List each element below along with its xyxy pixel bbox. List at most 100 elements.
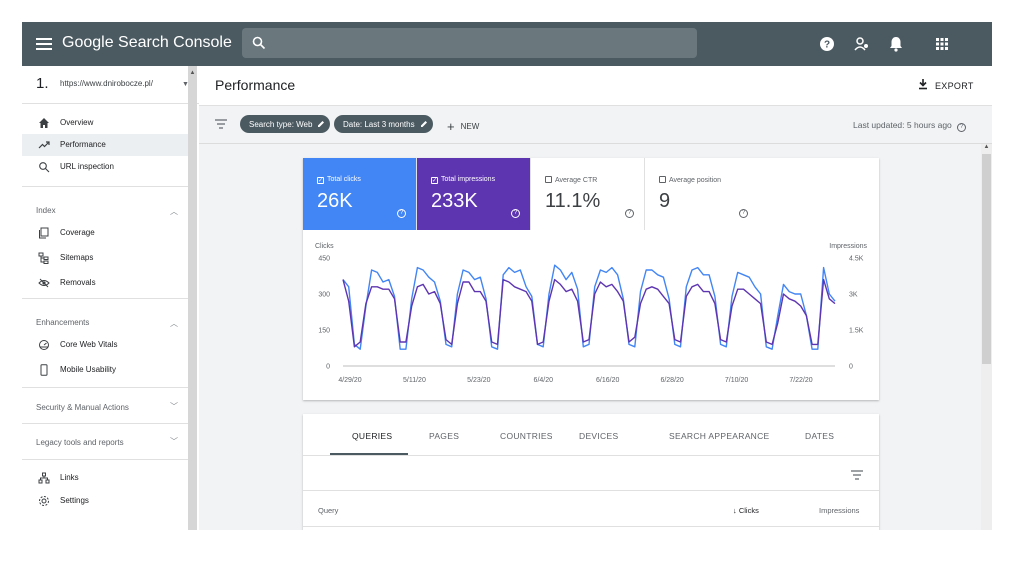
y-right-tick-label: 3K: [849, 292, 858, 299]
section-header-security[interactable]: Security & Manual Actions: [36, 403, 129, 412]
column-header-clicks[interactable]: ↓ Clicks: [733, 506, 759, 515]
metric-average-ctr[interactable]: Average CTR 11.1% ?: [531, 158, 645, 230]
active-tab-indicator: [330, 453, 408, 455]
phone-icon: [40, 364, 48, 376]
help-icon[interactable]: ?: [397, 209, 406, 218]
divider: [22, 459, 188, 460]
edit-icon: [318, 121, 325, 127]
sidebar-item-label: URL inspection: [60, 162, 114, 171]
bell-icon[interactable]: [886, 34, 906, 54]
y-right-tick-label: 1.5K: [849, 328, 864, 335]
section-header-legacy[interactable]: Legacy tools and reports: [36, 438, 124, 447]
tab-countries[interactable]: COUNTRIES: [500, 431, 553, 441]
scrollbar-thumb[interactable]: [982, 154, 991, 364]
y-left-tick-label: 300: [318, 292, 330, 299]
sidebar-item-performance[interactable]: Performance: [22, 134, 188, 156]
sidebar-item-label: Sitemaps: [60, 253, 94, 262]
apps-icon[interactable]: [932, 34, 952, 54]
help-icon[interactable]: ?: [957, 123, 967, 132]
coverage-icon: [39, 227, 49, 239]
divider: [22, 186, 188, 187]
performance-line-chart[interactable]: Clicks Impressions 450 4.5K 300 3K 150 1.5K 0 0…: [303, 230, 879, 400]
property-number: 1.: [36, 75, 49, 92]
sidebar: 1. https://www.dnirobocze.pl/ ▼ Overview…: [22, 66, 199, 530]
sidebar-item-url-inspection[interactable]: URL inspection: [22, 156, 188, 178]
data-table-card: QUERIES PAGES COUNTRIES DEVICES SEARCH A…: [303, 414, 879, 530]
menu-icon[interactable]: [36, 35, 52, 53]
tab-dates[interactable]: DATES: [805, 431, 835, 441]
checkbox-unchecked-icon[interactable]: [659, 176, 666, 183]
search-input[interactable]: [242, 28, 697, 58]
section-header-index[interactable]: Index: [36, 206, 56, 215]
sidebar-scrollbar[interactable]: [188, 66, 197, 530]
tab-pages[interactable]: PAGES: [429, 431, 460, 441]
search-type-chip[interactable]: Search type: Web: [240, 115, 331, 133]
checkbox-checked-icon[interactable]: ✓: [431, 177, 438, 184]
new-filter-button[interactable]: + NEW: [447, 119, 479, 134]
sidebar-item-sitemaps[interactable]: Sitemaps: [22, 247, 188, 269]
performance-chart-card: ✓ Total clicks 26K ? ✓ Total impressions 2…: [303, 158, 879, 400]
metric-label-text: Average CTR: [555, 177, 598, 184]
metric-value: 233K: [431, 190, 478, 212]
x-tick-label: 5/11/20: [403, 377, 426, 384]
x-tick-label: 6/4/20: [534, 377, 554, 384]
checkbox-unchecked-icon[interactable]: [545, 176, 552, 183]
x-tick-label: 6/28/20: [660, 377, 683, 384]
divider: [303, 526, 879, 527]
help-icon[interactable]: ?: [739, 209, 748, 218]
table-filter-icon[interactable]: [851, 470, 863, 480]
tab-search-appearance[interactable]: SEARCH APPEARANCE: [669, 431, 770, 441]
scroll-up-arrow-icon[interactable]: ▲: [189, 70, 196, 76]
svg-text:?: ?: [824, 40, 830, 51]
sidebar-item-settings[interactable]: Settings: [22, 490, 188, 512]
column-header-clicks-label: Clicks: [738, 506, 759, 515]
sidebar-item-links[interactable]: Links: [22, 467, 188, 489]
search-console-app: Google Search Console ? 1. https://www.d…: [22, 22, 992, 530]
metric-total-clicks[interactable]: ✓ Total clicks 26K ?: [303, 158, 417, 230]
sidebar-item-core-web-vitals[interactable]: Core Web Vitals: [22, 334, 188, 356]
column-header-impressions[interactable]: Impressions: [819, 506, 860, 515]
y-right-tick-label: 4.5K: [849, 256, 864, 263]
sidebar-item-label: Core Web Vitals: [60, 340, 118, 349]
dropdown-arrow-icon[interactable]: ▼: [182, 81, 189, 88]
y-left-tick-label: 150: [318, 328, 330, 335]
metric-average-position[interactable]: Average position 9 ?: [645, 158, 759, 230]
help-icon[interactable]: ?: [817, 34, 837, 54]
checkbox-checked-icon[interactable]: ✓: [317, 177, 324, 184]
new-filter-label: NEW: [460, 122, 480, 131]
metric-label-text: Average position: [669, 177, 722, 184]
sidebar-item-mobile-usability[interactable]: Mobile Usability: [22, 359, 188, 381]
trending-up-icon: [38, 141, 50, 149]
tab-queries[interactable]: QUERIES: [352, 431, 393, 441]
help-icon[interactable]: ?: [511, 209, 520, 218]
chip-label: Search type: Web: [249, 120, 313, 129]
filter-icon[interactable]: [215, 119, 227, 129]
chevron-up-icon[interactable]: ︿: [170, 319, 178, 328]
scroll-up-arrow-icon[interactable]: ▲: [983, 144, 990, 150]
filter-bar: Search type: Web Date: Last 3 months + NE…: [199, 106, 992, 144]
series-line-clicks[interactable]: [342, 264, 836, 350]
gauge-icon: [39, 340, 49, 350]
property-selector[interactable]: 1. https://www.dnirobocze.pl/ ▼: [22, 66, 199, 104]
column-header-query[interactable]: Query: [318, 506, 339, 515]
sidebar-item-overview[interactable]: Overview: [22, 112, 188, 134]
search-icon: [39, 162, 50, 173]
help-icon[interactable]: ?: [625, 209, 634, 218]
product-logo[interactable]: Google Search Console: [62, 34, 232, 51]
chevron-down-icon[interactable]: ﹀: [170, 402, 178, 411]
metric-total-impressions[interactable]: ✓ Total impressions 233K ?: [417, 158, 531, 230]
y-right-tick-label: 0: [849, 364, 853, 371]
main-scrollbar[interactable]: ▲: [981, 144, 992, 530]
date-range-chip[interactable]: Date: Last 3 months: [334, 115, 433, 133]
y-right-axis-label: Impressions: [829, 243, 867, 250]
sidebar-item-removals[interactable]: Removals: [22, 272, 188, 294]
sidebar-item-coverage[interactable]: Coverage: [22, 222, 188, 244]
tab-devices[interactable]: DEVICES: [579, 431, 619, 441]
chevron-up-icon[interactable]: ︿: [170, 207, 178, 216]
chevron-down-icon[interactable]: ﹀: [170, 437, 178, 446]
section-header-enhancements[interactable]: Enhancements: [36, 318, 90, 327]
x-tick-label: 5/23/20: [467, 377, 490, 384]
x-tick-label: 6/16/20: [596, 377, 619, 384]
series-line-impressions[interactable]: [342, 278, 836, 348]
users-icon[interactable]: [852, 34, 872, 54]
